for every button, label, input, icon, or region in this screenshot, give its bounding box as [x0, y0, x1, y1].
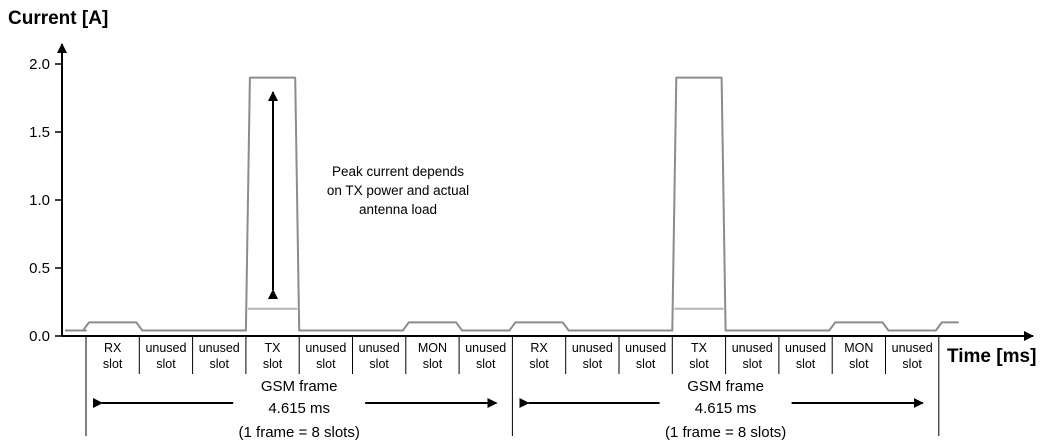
- slot-label-8: RX: [530, 341, 548, 355]
- slot-sublabel-11: slot: [689, 357, 709, 371]
- slot-label-0: RX: [104, 341, 122, 355]
- slot-label-3: TX: [265, 341, 282, 355]
- frame-annotations: GSM frame 4.615 ms (1 frame = 8 slots) GSM …: [93, 378, 924, 441]
- slot-label-6: MON: [418, 341, 447, 355]
- slot-label-1: unused: [145, 341, 186, 355]
- slot-label-9: unused: [572, 341, 613, 355]
- peak-note-line-1: Peak current depends: [332, 164, 464, 179]
- x-axis-title: Time [ms]: [947, 346, 1036, 367]
- y-tick-label-4: 2.0: [29, 56, 50, 73]
- slot-label-7: unused: [465, 341, 506, 355]
- slot-label-15: unused: [892, 341, 933, 355]
- slot-label-14: MON: [844, 341, 873, 355]
- slot-sublabel-13: slot: [796, 357, 816, 371]
- slot-grid: [85, 336, 940, 436]
- peak-note-line-3: antenna load: [359, 202, 437, 217]
- slot-label-11: TX: [691, 341, 708, 355]
- slot-sublabel-8: slot: [529, 357, 549, 371]
- current-waveform: [65, 76, 959, 332]
- slot-sublabel-7: slot: [476, 357, 496, 371]
- frame-duration-1: 4.615 ms: [695, 400, 757, 417]
- frame-duration-0: 4.615 ms: [268, 400, 330, 417]
- y-tick-label-2: 1.0: [29, 192, 50, 209]
- slot-labels: RX slot unused slot unused slot TX slot unused sl…: [103, 341, 933, 371]
- y-axis-title: Current [A]: [8, 8, 108, 29]
- frame-note-0: (1 frame = 8 slots): [239, 424, 360, 441]
- slot-sublabel-3: slot: [263, 357, 283, 371]
- slot-sublabel-15: slot: [902, 357, 922, 371]
- slot-sublabel-9: slot: [583, 357, 603, 371]
- slot-sublabel-0: slot: [103, 357, 123, 371]
- y-tick-label-1: 0.5: [29, 260, 50, 277]
- frame-name-0: GSM frame: [261, 378, 338, 395]
- slot-label-12: unused: [732, 341, 773, 355]
- y-tick-label-3: 1.5: [29, 124, 50, 141]
- slot-label-4: unused: [305, 341, 346, 355]
- y-tick-label-0: 0.0: [29, 328, 50, 345]
- current-line: [65, 76, 959, 332]
- slot-label-5: unused: [359, 341, 400, 355]
- slot-label-13: unused: [785, 341, 826, 355]
- frame-note-1: (1 frame = 8 slots): [665, 424, 786, 441]
- slot-sublabel-4: slot: [316, 357, 336, 371]
- frame-name-1: GSM frame: [687, 378, 764, 395]
- slot-label-10: unused: [625, 341, 666, 355]
- slot-sublabel-1: slot: [156, 357, 176, 371]
- slot-sublabel-12: slot: [743, 357, 763, 371]
- peak-note-line-2: on TX power and actual: [327, 183, 469, 198]
- slot-sublabel-10: slot: [636, 357, 656, 371]
- slot-sublabel-2: slot: [210, 357, 230, 371]
- slot-label-2: unused: [199, 341, 240, 355]
- y-ticks: 0.0 0.5 1.0 1.5 2.0: [29, 56, 62, 345]
- slot-sublabel-6: slot: [423, 357, 443, 371]
- slot-sublabel-14: slot: [849, 357, 869, 371]
- slot-sublabel-5: slot: [369, 357, 389, 371]
